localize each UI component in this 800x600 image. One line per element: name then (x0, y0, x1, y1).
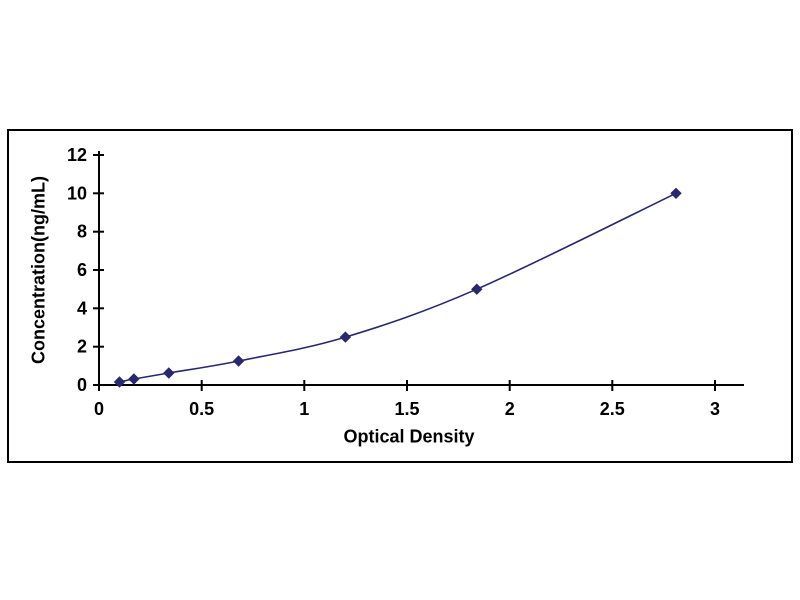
y-tick-label: 12 (67, 145, 87, 165)
x-axis-title: Optical Density (343, 426, 475, 447)
data-point-marker (232, 355, 245, 367)
data-point-marker (670, 187, 682, 200)
x-tick-label: 2 (505, 399, 515, 419)
y-tick-label: 0 (77, 375, 87, 395)
data-point-marker (471, 283, 483, 295)
x-tick-label: 0 (94, 399, 104, 419)
x-tick-label: 1 (299, 399, 309, 419)
y-tick-label: 6 (77, 260, 87, 280)
y-tick-label: 10 (67, 183, 87, 203)
standard-curve-line (119, 192, 677, 383)
chart-area: 0 0.5 1 1.5 2 2.5 3 0 2 4 6 8 10 12 Concentration(ng/… (7, 129, 793, 463)
y-tick-label: 4 (77, 298, 87, 318)
data-point-marker (339, 331, 352, 343)
y-tick-label: 2 (77, 337, 87, 357)
plot-svg: 0 0.5 1 1.5 2 2.5 3 0 2 4 6 8 10 12 (67, 145, 744, 419)
data-point-marker (163, 367, 175, 379)
y-tick-label: 8 (77, 222, 87, 242)
x-tick-label: 2.5 (600, 399, 625, 419)
x-tick-label: 1.5 (394, 399, 419, 419)
x-tick-label: 3 (710, 399, 720, 419)
y-axis-title: Concentration(ng/mL) (28, 176, 49, 364)
x-tick-label: 0.5 (189, 399, 214, 419)
data-point-marker (128, 373, 140, 385)
data-point-marker (113, 376, 126, 388)
